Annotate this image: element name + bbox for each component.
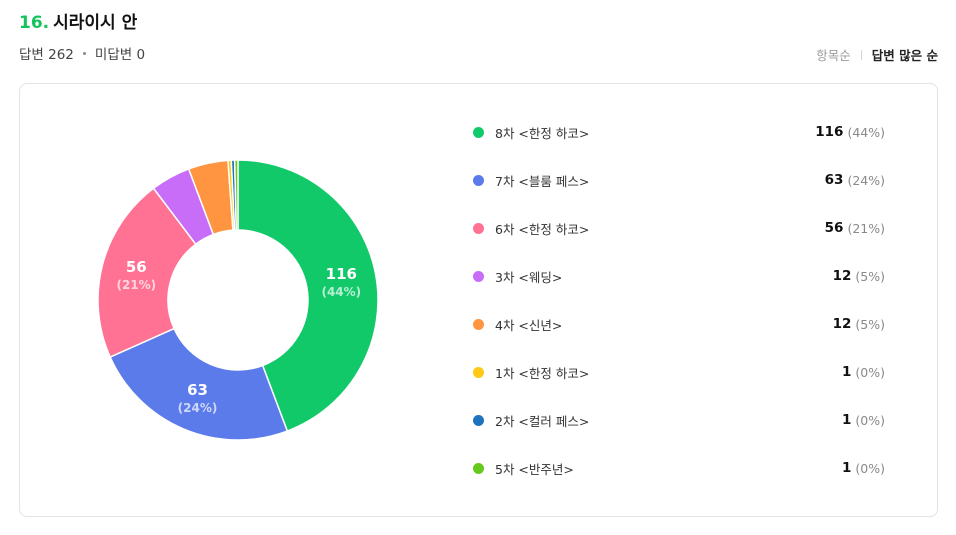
legend-percent: (21%) <box>847 220 885 236</box>
legend-percent: (5%) <box>855 268 885 284</box>
donut-slice-1[interactable] <box>237 160 378 433</box>
question-title: 16. 시라이시 안 <box>19 8 137 33</box>
legend-label: 4차 <신년> <box>495 317 563 333</box>
legend-percent: (5%) <box>855 316 885 332</box>
legend-color-dot <box>473 174 484 186</box>
legend-item: 7차 <블룸 페스> 63 (24%) <box>473 156 885 204</box>
legend-color-dot <box>473 414 484 426</box>
question-number: 16. <box>19 13 50 33</box>
legend-label: 8차 <한정 하코> <box>495 125 590 141</box>
slice-value-label: 56 <box>126 258 147 276</box>
legend-count: 12 <box>832 316 852 332</box>
donut-slice-8[interactable] <box>233 160 239 231</box>
sort-by-most-button[interactable]: 답변 많은 순 <box>871 48 938 63</box>
legend-count: 116 <box>815 124 844 140</box>
legend-color-dot <box>473 318 484 330</box>
answered-count: 답변 262 <box>19 47 74 63</box>
donut-slice-2[interactable] <box>109 327 289 440</box>
result-card: 116 (44%) 63 (24%) 56 (21%) 8차 <한정 하코> 116 (44%… <box>19 83 938 517</box>
legend-color-dot <box>473 222 484 234</box>
legend-item: 6차 <한정 하코> 56 (21%) <box>473 204 885 252</box>
donut-chart: 116 (44%) 63 (24%) 56 (21%) <box>98 160 378 440</box>
slice-percent-label: (21%) <box>116 278 156 292</box>
legend-item: 4차 <신년> 12 (5%) <box>473 300 885 348</box>
unanswered-count: 미답변 0 <box>94 47 146 63</box>
legend-label: 1차 <한정 하코> <box>495 365 590 381</box>
legend-item: 1차 <한정 하코> 1 (0%) <box>473 348 885 396</box>
sort-options: 항목순 답변 많은 순 <box>816 45 938 64</box>
legend-percent: (24%) <box>847 172 885 188</box>
answer-summary: 답변 262 미답변 0 <box>19 43 145 63</box>
donut-slice-3[interactable] <box>98 187 197 359</box>
slice-percent-label: (24%) <box>178 401 218 415</box>
sort-by-item-button[interactable]: 항목순 <box>816 48 851 63</box>
legend-label: 5차 <반주년> <box>495 461 574 477</box>
legend-color-dot <box>473 462 484 474</box>
slice-value-label: 116 <box>326 265 357 283</box>
legend-label: 2차 <컬러 페스> <box>495 413 590 429</box>
legend-percent: (0%) <box>855 364 885 380</box>
legend-count: 63 <box>824 172 844 188</box>
sort-divider <box>860 49 862 60</box>
legend-item: 5차 <반주년> 1 (0%) <box>473 444 885 492</box>
legend-item: 8차 <한정 하코> 116 (44%) <box>473 108 885 156</box>
legend-percent: (0%) <box>855 460 885 476</box>
legend-label: 6차 <한정 하코> <box>495 221 590 237</box>
slice-percent-label: (44%) <box>321 285 361 299</box>
legend-item: 2차 <컬러 페스> 1 (0%) <box>473 396 885 444</box>
slice-value-label: 63 <box>187 381 208 399</box>
legend-color-dot <box>473 366 484 378</box>
legend-color-dot <box>473 126 484 138</box>
legend-label: 7차 <블룸 페스> <box>495 173 590 189</box>
legend-percent: (0%) <box>855 412 885 428</box>
legend-count: 1 <box>842 460 852 476</box>
question-text: 시라이시 안 <box>53 13 138 33</box>
legend-count: 1 <box>842 364 852 380</box>
legend-label: 3차 <웨딩> <box>495 269 563 285</box>
legend-count: 56 <box>824 220 844 236</box>
legend-item: 3차 <웨딩> 12 (5%) <box>473 252 885 300</box>
legend-percent: (44%) <box>847 124 885 140</box>
chart-legend: 8차 <한정 하코> 116 (44%) 7차 <블룸 페스> 63 (24%) 6차 <한… <box>473 108 885 492</box>
donut-chart-svg: 116 (44%) 63 (24%) 56 (21%) <box>98 160 378 440</box>
legend-color-dot <box>473 270 484 282</box>
legend-count: 1 <box>842 412 852 428</box>
legend-count: 12 <box>832 268 852 284</box>
separator-dot <box>82 51 86 55</box>
